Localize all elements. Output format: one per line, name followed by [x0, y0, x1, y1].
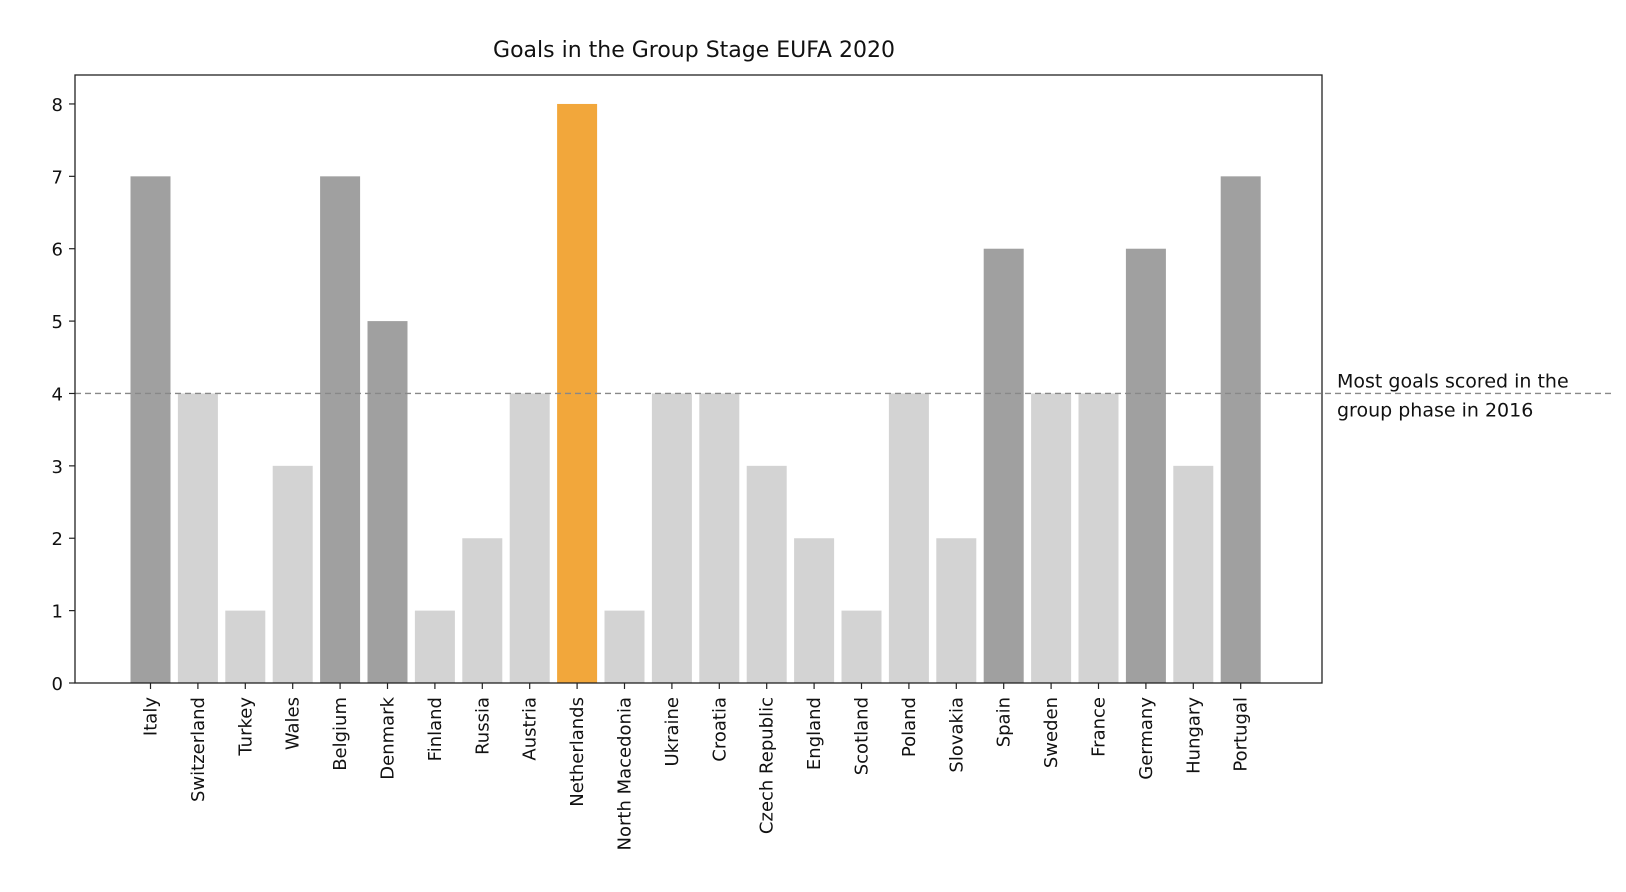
x-tick-label-spain: Spain — [994, 697, 1015, 747]
x-tick-label-russia: Russia — [472, 697, 493, 755]
y-tick-label: 2 — [52, 529, 63, 550]
bar-finland — [414, 610, 455, 683]
bar-poland — [888, 393, 929, 683]
reference-line-label-line: Most goals scored in the — [1337, 370, 1569, 392]
x-tick-label-scotland: Scotland — [852, 697, 873, 775]
y-tick-label: 1 — [52, 602, 63, 623]
bar-sweden — [1031, 393, 1072, 683]
x-tick-label-north-macedonia: North Macedonia — [615, 697, 636, 850]
x-tick-label-wales: Wales — [283, 697, 304, 750]
x-axis: Italy Switzerland Turkey Wales Belgium Denmar… — [141, 683, 1252, 850]
y-tick-label: 7 — [52, 167, 63, 188]
y-tick-label: 3 — [52, 457, 63, 478]
x-tick-label-portugal: Portugal — [1231, 697, 1252, 772]
bars-layer — [130, 103, 1261, 684]
bar-slovakia — [936, 538, 977, 683]
bar-portugal — [1220, 176, 1261, 684]
x-tick-label-finland: Finland — [425, 697, 446, 761]
bar-switzerland — [177, 393, 218, 683]
x-tick-label-germany: Germany — [1136, 697, 1157, 780]
x-tick-label-turkey: Turkey — [235, 697, 256, 757]
y-tick-label: 0 — [52, 674, 63, 695]
bar-germany — [1125, 248, 1166, 683]
x-tick-label-switzerland: Switzerland — [188, 697, 209, 802]
x-tick-label-france: France — [1089, 697, 1110, 757]
x-tick-label-sweden: Sweden — [1041, 697, 1062, 768]
x-tick-label-czech-republic: Czech Republic — [757, 697, 778, 834]
bar-spain — [983, 248, 1024, 683]
x-tick-label-belgium: Belgium — [330, 697, 351, 771]
bar-austria — [509, 393, 550, 683]
bar-ukraine — [651, 393, 692, 683]
bar-russia — [462, 538, 503, 683]
y-tick-label: 8 — [52, 95, 63, 116]
bar-hungary — [1173, 465, 1214, 683]
reference-line-label-line: group phase in 2016 — [1337, 399, 1533, 421]
y-tick-label: 5 — [52, 312, 63, 333]
x-tick-label-slovakia: Slovakia — [946, 697, 967, 773]
bar-italy — [130, 176, 171, 684]
bar-wales — [272, 465, 313, 683]
bar-belgium — [320, 176, 361, 684]
x-tick-label-hungary: Hungary — [1183, 697, 1204, 774]
y-tick-label: 6 — [52, 240, 63, 261]
bar-turkey — [225, 610, 266, 683]
reference-line-label: Most goals scored in the group phase in 2… — [1337, 370, 1569, 421]
bar-north-macedonia — [604, 610, 645, 683]
x-tick-label-poland: Poland — [899, 697, 920, 757]
y-tick-label: 4 — [52, 384, 63, 405]
x-tick-label-ukraine: Ukraine — [662, 697, 683, 767]
x-tick-label-england: England — [804, 697, 825, 770]
x-tick-label-austria: Austria — [520, 697, 541, 761]
chart-title: Goals in the Group Stage EUFA 2020 — [493, 38, 895, 63]
bar-croatia — [699, 393, 740, 683]
x-tick-label-croatia: Croatia — [709, 697, 730, 762]
x-tick-label-denmark: Denmark — [378, 696, 399, 779]
bar-france — [1078, 393, 1119, 683]
bar-scotland — [841, 610, 882, 683]
plot-frame — [74, 74, 1323, 684]
bar-england — [794, 538, 835, 683]
y-axis: 0 1 2 3 4 5 6 7 8 — [52, 95, 75, 695]
bar-czech-republic — [746, 465, 787, 683]
x-tick-label-italy: Italy — [141, 697, 162, 736]
bar-denmark — [367, 321, 408, 683]
x-tick-label-netherlands: Netherlands — [567, 697, 588, 807]
